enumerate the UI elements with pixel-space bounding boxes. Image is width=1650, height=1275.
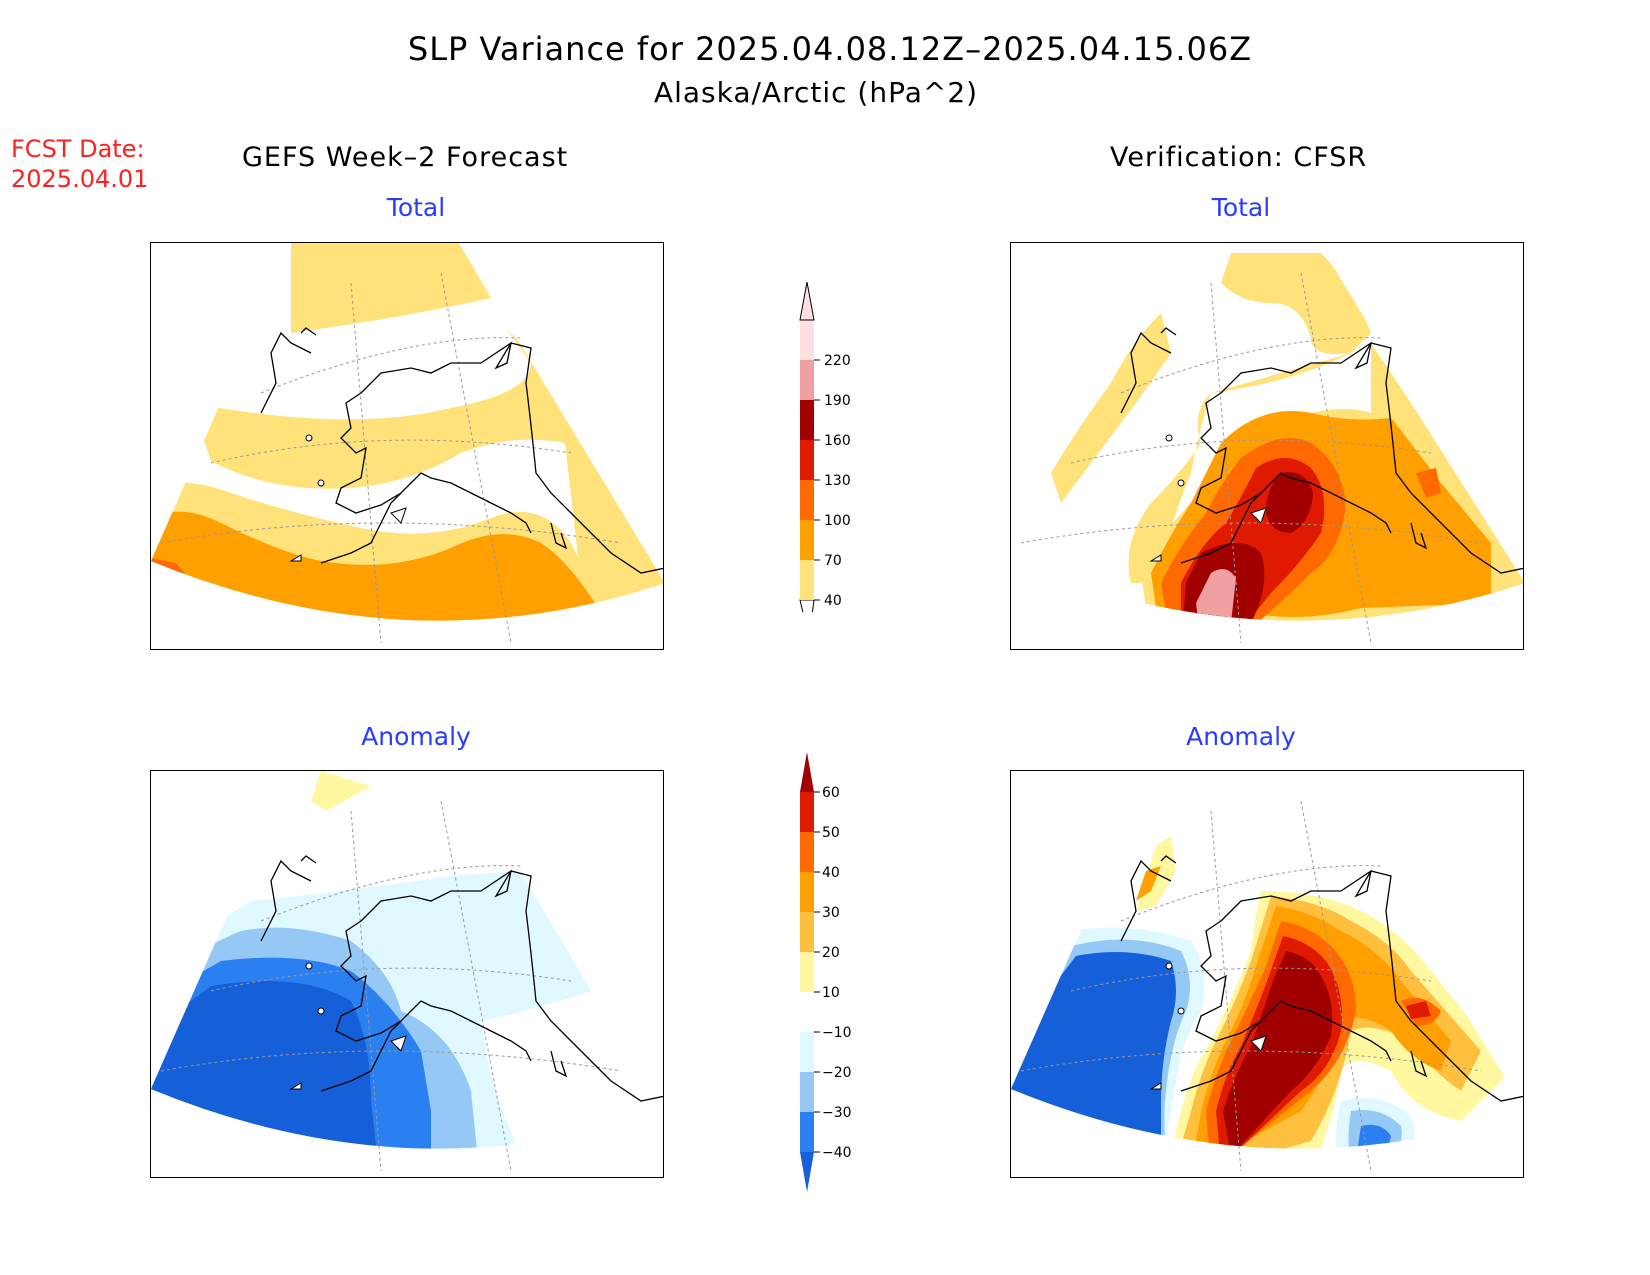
panel-label-top-right: Total [1211, 193, 1271, 222]
colorbar-total-label: 220 [824, 353, 851, 369]
colorbar-anomaly-label: −20 [822, 1065, 852, 1081]
colorbar-total-lower-triangle [799, 599, 815, 639]
colorbar-anomaly-label: −10 [822, 1025, 852, 1041]
fcst-date-label: FCST Date: [11, 135, 145, 163]
colorbar-total-upper-triangle [799, 281, 815, 321]
fcst-date-value: 2025.04.01 [11, 165, 149, 193]
gefs-anomaly-map [151, 771, 663, 1172]
colorbar-total-label: 190 [824, 393, 851, 409]
right-column-title: Verification: CFSR [1110, 142, 1368, 173]
colorbar-total-box [800, 560, 814, 600]
colorbar-total-box [800, 520, 814, 560]
main-title: SLP Variance for 2025.04.08.12Z–2025.04.… [407, 30, 1253, 68]
main-subtitle: Alaska/Arctic (hPa^2) [653, 76, 979, 109]
colorbar-anomaly-box [800, 992, 814, 1032]
cfsr-anomaly-map [1011, 771, 1523, 1172]
colorbar-anomaly-box [800, 872, 814, 912]
panel-label-top-left: Total [386, 193, 446, 222]
colorbar-anomaly: −40 −30 −20 −10 10 20 30 40 50 60 [790, 752, 880, 1206]
colorbar-anomaly-label: 30 [822, 905, 840, 921]
colorbar-anomaly-svg: −40 −30 −20 −10 10 20 30 40 50 60 [800, 752, 852, 1192]
colorbar-anomaly-box [800, 1072, 814, 1112]
colorbar-total-label: 70 [824, 553, 842, 569]
colorbar-anomaly-box [800, 1032, 814, 1072]
colorbar-total-box [800, 400, 814, 440]
map-panel-gefs-total [150, 242, 664, 650]
colorbar-anomaly-label: 60 [822, 785, 840, 801]
colorbar-anomaly-label: 40 [822, 865, 840, 881]
colorbar-anomaly-label: −40 [822, 1145, 852, 1161]
colorbar-total: 40 70 100 130 160 190 220 [790, 281, 880, 639]
map-panel-cfsr-total [1010, 242, 1524, 650]
panel-label-bottom-right: Anomaly [1186, 722, 1296, 751]
colorbar-anomaly-label: 20 [822, 945, 840, 961]
colorbar-anomaly-box [800, 912, 814, 952]
panel-label-bottom-left: Anomaly [361, 722, 471, 751]
colorbar-anomaly-label: 10 [822, 985, 840, 1001]
colorbar-anomaly-label: −30 [822, 1105, 852, 1121]
colorbar-anomaly-box [800, 832, 814, 872]
colorbar-total-label: 130 [824, 473, 851, 489]
map-panel-cfsr-anomaly [1010, 770, 1524, 1178]
colorbar-total-label: 100 [824, 513, 851, 529]
colorbar-total-box [800, 440, 814, 480]
colorbar-total-box [800, 360, 814, 400]
gefs-total-map [151, 243, 663, 644]
colorbar-total-box [800, 320, 814, 360]
map-panel-gefs-anomaly [150, 770, 664, 1178]
colorbar-total-svg: 40 70 100 130 160 190 220 [799, 281, 851, 639]
colorbar-anomaly-box [800, 952, 814, 992]
left-column-title: GEFS Week–2 Forecast [242, 142, 569, 173]
colorbar-anomaly-lower-triangle [800, 1152, 814, 1192]
colorbar-anomaly-box [800, 792, 814, 832]
colorbar-anomaly-box [800, 1112, 814, 1152]
cfsr-total-map [1011, 243, 1523, 644]
colorbar-total-box [800, 480, 814, 520]
colorbar-total-label: 160 [824, 433, 851, 449]
colorbar-anomaly-upper-triangle [800, 752, 814, 792]
colorbar-anomaly-label: 50 [822, 825, 840, 841]
colorbar-total-label: 40 [824, 593, 842, 609]
